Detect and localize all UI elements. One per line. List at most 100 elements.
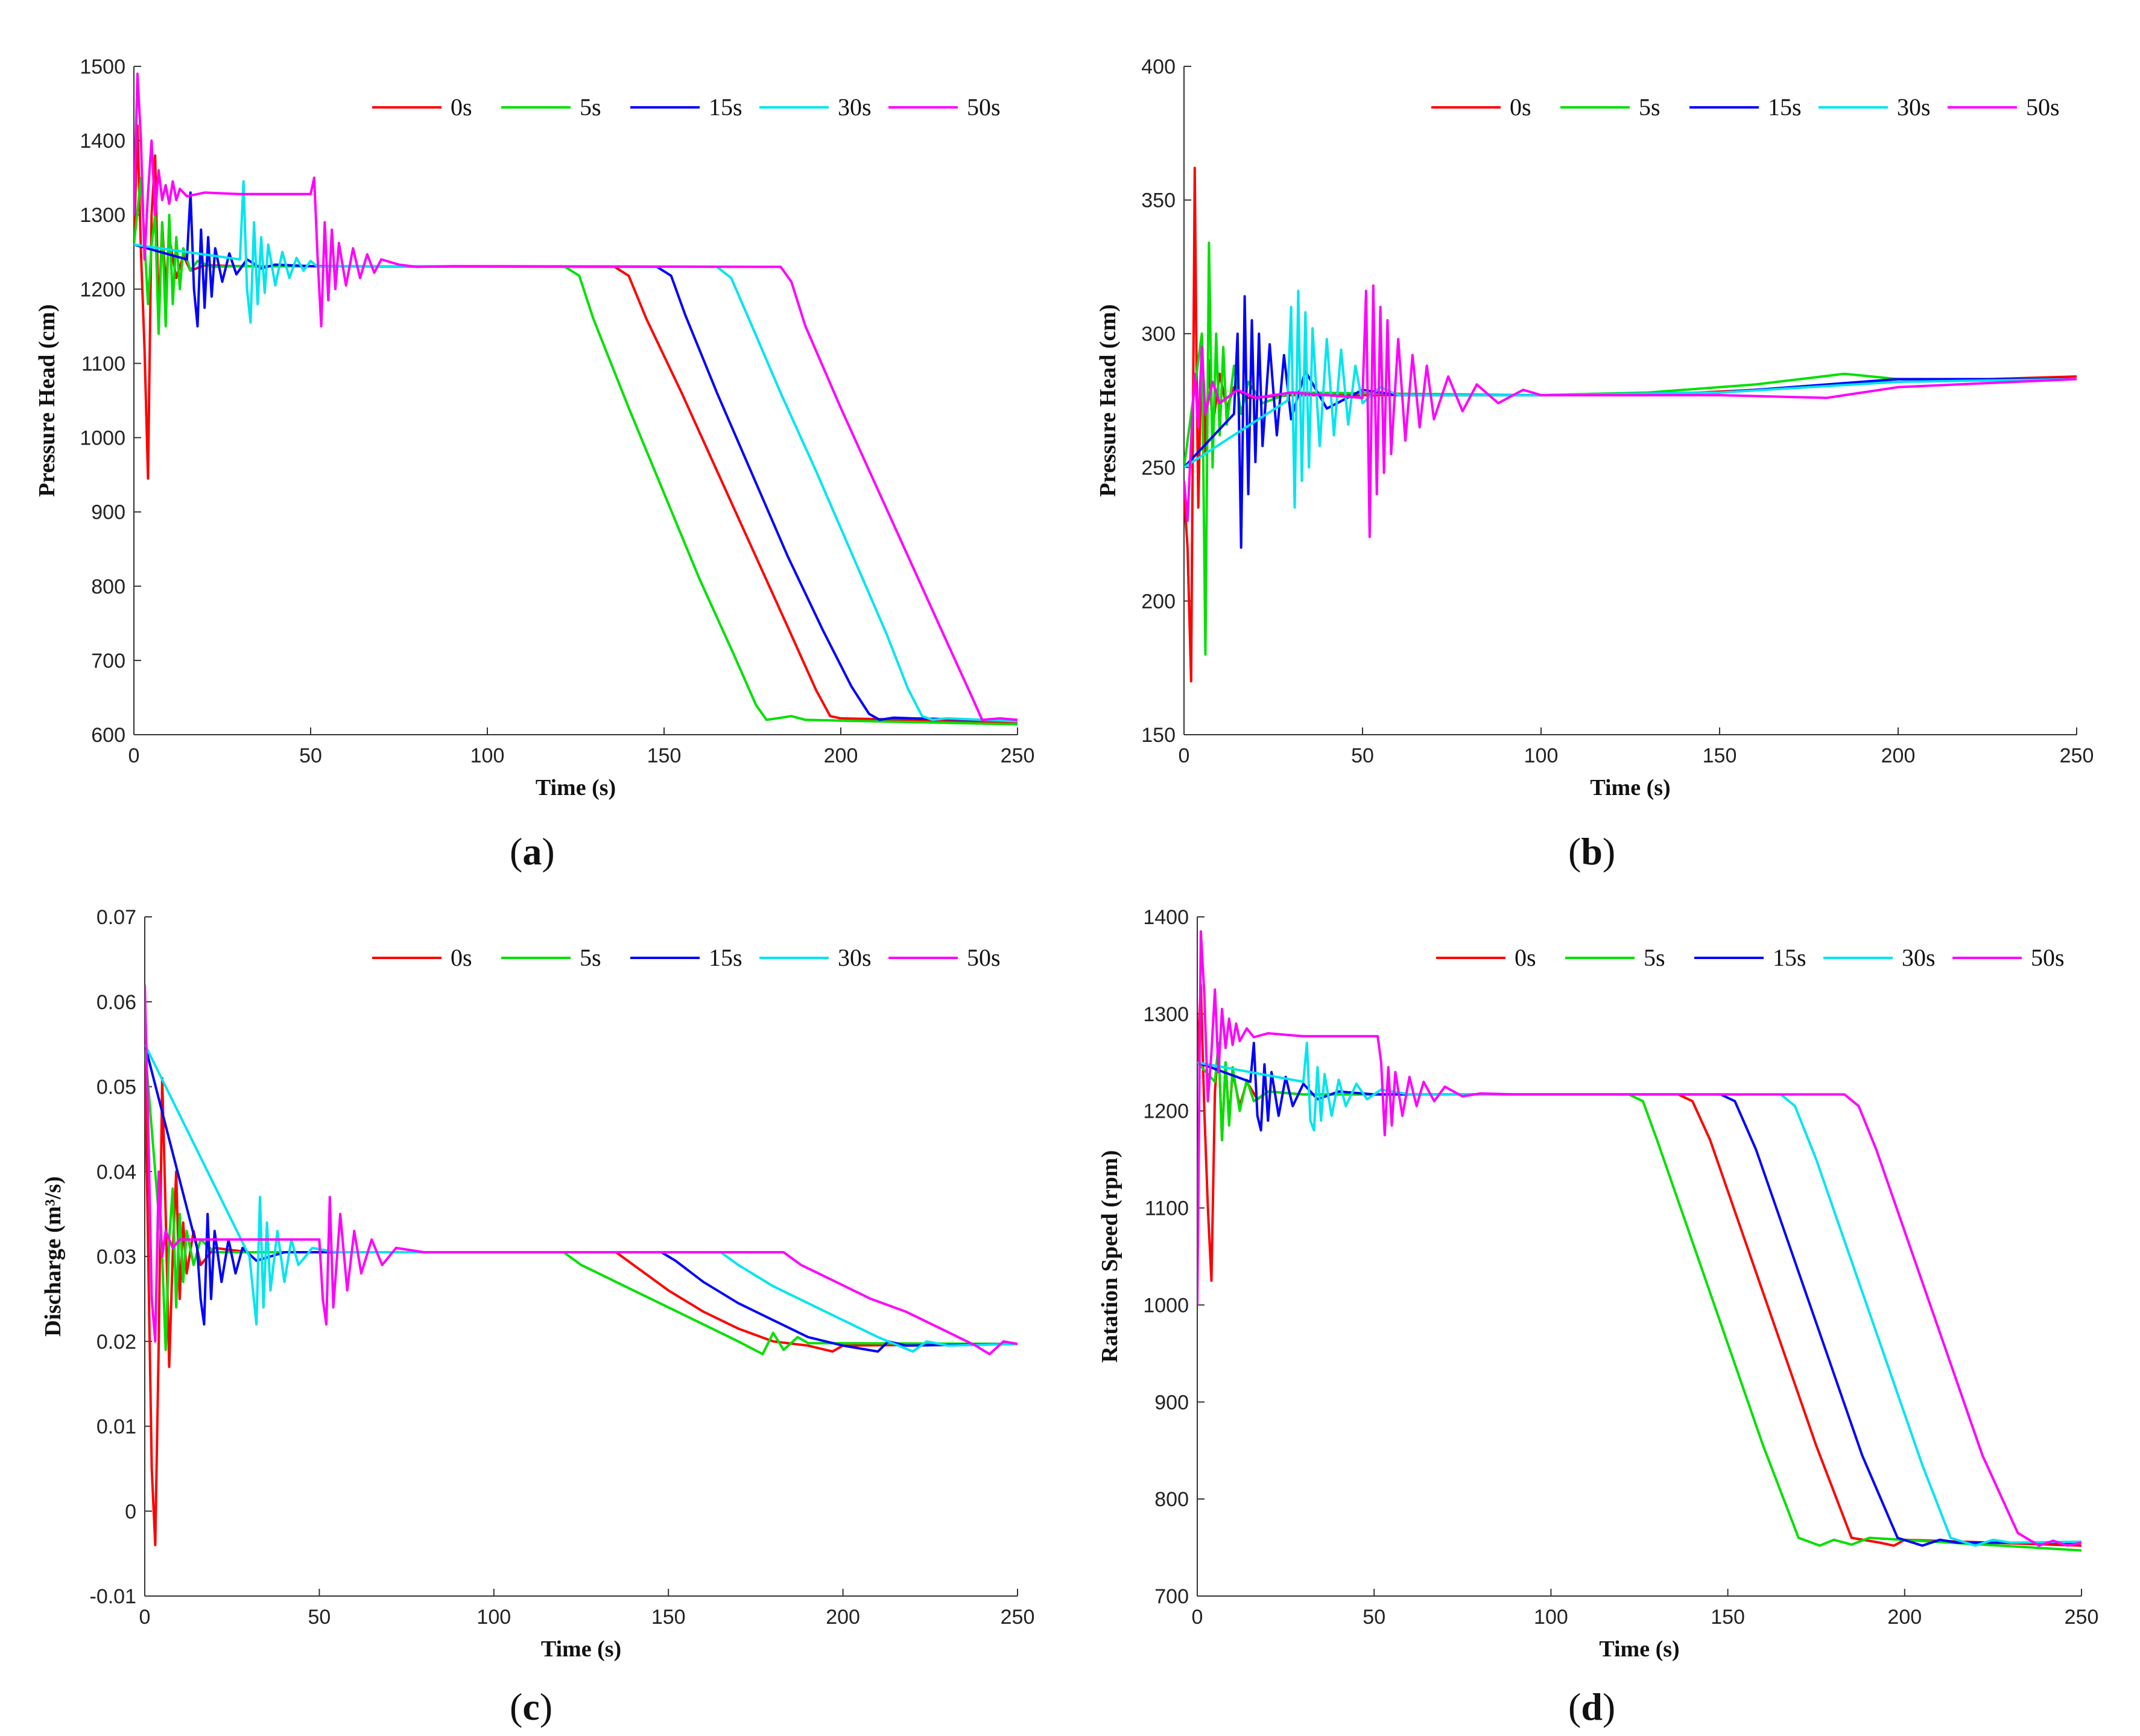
legend-label-0s: 0s — [1510, 93, 1531, 121]
y-tick-label: 1100 — [1145, 1197, 1189, 1220]
y-tick-label: 1300 — [80, 204, 125, 227]
y-tick-label: -0.01 — [90, 1585, 137, 1608]
series-line-50s — [1184, 284, 2077, 538]
x-tick-label: 250 — [2060, 744, 2094, 767]
legend-label-0s: 0s — [451, 93, 472, 121]
series-line-50s — [145, 984, 1018, 1355]
series-line-15s — [134, 191, 1018, 722]
y-tick-label: 350 — [1141, 189, 1176, 212]
x-tick-label: 50 — [299, 744, 322, 767]
x-tick-label: 200 — [826, 1606, 860, 1629]
legend-label-50s: 50s — [967, 93, 1001, 121]
y-tick-label: 1000 — [80, 427, 125, 450]
legend-label-50s: 50s — [2031, 944, 2065, 971]
legend-label-50s: 50s — [967, 944, 1001, 971]
series-line-30s — [145, 1044, 1018, 1353]
x-axis-title: Time (s) — [1599, 1636, 1679, 1662]
chart-d: 0 50 100 150 200 250 700 800 900 1000 1100 1200 1300… — [1097, 906, 2099, 1662]
y-tick-label: 800 — [91, 575, 125, 598]
y-tick-label: 900 — [1154, 1391, 1189, 1414]
x-tick-label: 50 — [1351, 744, 1374, 767]
series-line-5s — [134, 176, 1018, 726]
y-tick-label: 900 — [91, 501, 125, 524]
y-tick-label: 0 — [125, 1500, 136, 1523]
legend: 0s 5s 15s 30s 50s — [372, 93, 1001, 121]
x-tick-label: 100 — [1534, 1606, 1568, 1629]
series-line-15s — [1197, 1042, 2081, 1547]
y-tick-label: 200 — [1141, 590, 1176, 613]
y-tick-label: 1300 — [1143, 1003, 1189, 1026]
legend-label-15s: 15s — [1773, 944, 1806, 971]
legend-label-50s: 50s — [2026, 93, 2060, 121]
x-tick-label: 200 — [824, 744, 858, 767]
x-tick-label: 100 — [476, 1606, 511, 1629]
x-tick-label: 200 — [1881, 744, 1916, 767]
series-line-5s — [1197, 1042, 2082, 1552]
y-tick-label: 0.05 — [97, 1076, 136, 1099]
x-tick-label: 150 — [1703, 744, 1737, 767]
series-line-0s — [1197, 983, 2082, 1547]
y-tick-label: 150 — [1141, 724, 1176, 747]
chart-b: 0 50 100 150 200 250 150 200 250 300 350 400 Time (s… — [1095, 55, 2094, 800]
x-tick-label: 0 — [1179, 744, 1190, 767]
y-axis-title: Pressure Head (cm) — [34, 304, 60, 496]
y-axis-title: Discharge (m³/s) — [40, 1176, 66, 1337]
legend-label-15s: 15s — [1768, 93, 1802, 121]
legend: 0s 5s 15s 30s 50s — [372, 944, 1001, 971]
legend: 0s 5s 15s 30s 50s — [1436, 944, 2065, 971]
x-tick-label: 100 — [470, 744, 505, 767]
y-tick-label: 700 — [1154, 1585, 1189, 1608]
x-tick-label: 250 — [1001, 1606, 1035, 1629]
y-tick-label: 0.02 — [97, 1331, 136, 1354]
x-tick-label: 150 — [1711, 1606, 1745, 1629]
legend: 0s 5s 15s 30s 50s — [1431, 93, 2060, 121]
caption-b: (b) — [1568, 830, 1616, 873]
y-tick-label: 400 — [1141, 55, 1176, 78]
plot-area — [1184, 166, 2077, 683]
y-tick-label: 1400 — [80, 130, 125, 153]
panel-a: 0 50 100 150 200 250 600 700 800 900 1000 1100 1200 1… — [0, 0, 1070, 857]
y-tick-label: 0.04 — [97, 1161, 136, 1183]
series-line-5s — [1184, 241, 2077, 656]
y-axis-title: Ratation Speed (rpm) — [1097, 1150, 1122, 1363]
x-tick-label: 150 — [647, 744, 682, 767]
legend-label-5s: 5s — [580, 944, 601, 971]
y-tick-label: 800 — [1154, 1488, 1189, 1511]
series-line-30s — [1184, 290, 2077, 509]
x-tick-label: 0 — [1192, 1606, 1203, 1629]
y-tick-label: 1100 — [81, 352, 125, 375]
plot-area — [134, 72, 1018, 726]
y-tick-label: 1000 — [1143, 1294, 1189, 1317]
y-tick-label: 1400 — [1143, 906, 1189, 929]
x-tick-label: 250 — [1001, 744, 1035, 767]
y-tick-label: 0.03 — [97, 1246, 136, 1269]
series-line-0s — [145, 1044, 1018, 1547]
x-tick-label: 150 — [651, 1606, 686, 1629]
legend-label-15s: 15s — [709, 93, 742, 121]
legend-label-30s: 30s — [1902, 944, 1936, 971]
y-tick-label: 1200 — [1143, 1100, 1189, 1123]
chart-c: 0 50 100 150 200 250-0.0100.010.020.030.040.0… — [40, 906, 1035, 1662]
y-tick-label: 300 — [1141, 323, 1176, 346]
x-tick-label: 100 — [1524, 744, 1559, 767]
x-axis-title: Time (s) — [536, 775, 616, 800]
x-tick-label: 0 — [128, 744, 140, 767]
legend-label-0s: 0s — [1515, 944, 1536, 971]
series-line-30s — [134, 180, 1018, 723]
series-line-50s — [134, 72, 1018, 721]
plot-area — [145, 984, 1018, 1547]
x-tick-label: 200 — [1887, 1606, 1922, 1629]
y-tick-label: 250 — [1141, 457, 1176, 480]
legend-label-15s: 15s — [709, 944, 742, 971]
y-tick-label: 1200 — [80, 278, 125, 301]
panel-d: 0 50 100 150 200 250 700 800 900 1000 1100 1200 1300… — [1070, 857, 2140, 1736]
legend-label-5s: 5s — [1639, 93, 1660, 121]
panel-b: 0 50 100 150 200 250 150 200 250 300 350 400 Time (s… — [1070, 0, 2140, 857]
y-tick-label: 0.01 — [97, 1416, 136, 1439]
legend-label-30s: 30s — [1897, 93, 1931, 121]
series-line-50s — [1197, 930, 2082, 1547]
legend-label-5s: 5s — [1644, 944, 1665, 971]
x-tick-label: 250 — [2065, 1606, 2099, 1629]
y-tick-label: 0.07 — [97, 906, 136, 929]
